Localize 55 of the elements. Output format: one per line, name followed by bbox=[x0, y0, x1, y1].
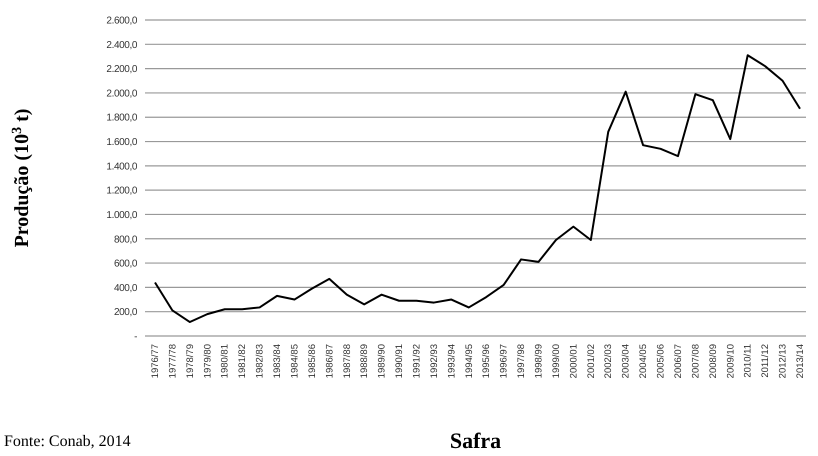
x-tick-label: 2005/06 bbox=[656, 344, 667, 378]
y-tick-label: 1.200,0 bbox=[106, 186, 138, 197]
x-tick-label: 1979/80 bbox=[202, 344, 214, 378]
x-tick-label: 2012/13 bbox=[778, 344, 789, 378]
x-tick-label: 1995/96 bbox=[481, 344, 492, 378]
x-tick-label: 1980/81 bbox=[220, 344, 231, 378]
x-tick-label: 2001/02 bbox=[586, 344, 597, 378]
x-tick-label: 1985/86 bbox=[306, 344, 318, 378]
x-tick-label: 2011/12 bbox=[760, 344, 772, 378]
x-tick-label: 1986/87 bbox=[324, 344, 336, 378]
y-tick-label: 1.400,0 bbox=[106, 161, 138, 172]
y-tick-label: 1.800,0 bbox=[106, 112, 138, 124]
x-tick-label: 1996/97 bbox=[498, 344, 510, 378]
x-tick-label: 2006/07 bbox=[672, 344, 684, 378]
y-tick-label: 2.200,0 bbox=[106, 64, 138, 76]
x-tick-label: 1992/93 bbox=[428, 344, 440, 378]
y-tick-label: 200,0 bbox=[114, 307, 138, 318]
x-tick-label: 2009/10 bbox=[725, 344, 736, 378]
y-tick-label: 2.000,0 bbox=[106, 88, 138, 100]
x-tick-label: 1977/78 bbox=[167, 344, 178, 378]
x-tick-label: 1987/88 bbox=[342, 344, 353, 378]
line-series bbox=[154, 54, 801, 324]
x-tick-label: 2000/01 bbox=[568, 344, 580, 378]
y-tick-label: 800,0 bbox=[114, 234, 138, 246]
x-tick-label: 1982/83 bbox=[254, 344, 266, 378]
x-tick-label: 2004/05 bbox=[638, 344, 650, 378]
x-tick-label: 2008/09 bbox=[708, 344, 719, 378]
x-tick-label: 2003/04 bbox=[620, 344, 632, 378]
y-tick-label: 2.400,0 bbox=[106, 40, 138, 51]
x-tick-label: 1999/00 bbox=[550, 344, 562, 378]
y-tick-label: 2.600,0 bbox=[106, 16, 138, 26]
source-note: Fonte: Conab, 2014 bbox=[4, 433, 131, 450]
x-tick-label: 1978/79 bbox=[184, 344, 196, 378]
x-tick-label: 2002/03 bbox=[603, 344, 614, 378]
x-tick-label: 2010/11 bbox=[742, 344, 754, 378]
x-tick-label: 1989/90 bbox=[376, 344, 388, 378]
x-tick-label: 1983/84 bbox=[272, 344, 284, 378]
x-tick-label: 1997/98 bbox=[516, 344, 528, 378]
x-tick-label: 1991/92 bbox=[411, 344, 422, 378]
x-tick-label: 2007/08 bbox=[690, 344, 702, 378]
y-tick-label: 400,0 bbox=[114, 282, 138, 294]
x-tick-label: 1994/95 bbox=[464, 344, 475, 378]
x-axis-title: Safra bbox=[450, 428, 502, 453]
x-tick-label: 1981/82 bbox=[237, 344, 248, 378]
x-tick-label: 1993/94 bbox=[446, 344, 458, 378]
x-tick-label: 1988/89 bbox=[359, 344, 370, 378]
x-tick-label: 1984/85 bbox=[289, 344, 300, 378]
x-tick-label: 2013/14 bbox=[795, 344, 806, 378]
x-tick-label: 1976/77 bbox=[150, 344, 161, 378]
x-tick-label: 1990/91 bbox=[394, 344, 406, 378]
x-tick-label: 1998/99 bbox=[534, 344, 545, 378]
y-tick-label: 1.000,0 bbox=[106, 210, 138, 221]
y-tick-label: - bbox=[134, 332, 138, 342]
y-tick-label: 1.600,0 bbox=[106, 137, 138, 148]
y-tick-label: 600,0 bbox=[114, 258, 138, 270]
